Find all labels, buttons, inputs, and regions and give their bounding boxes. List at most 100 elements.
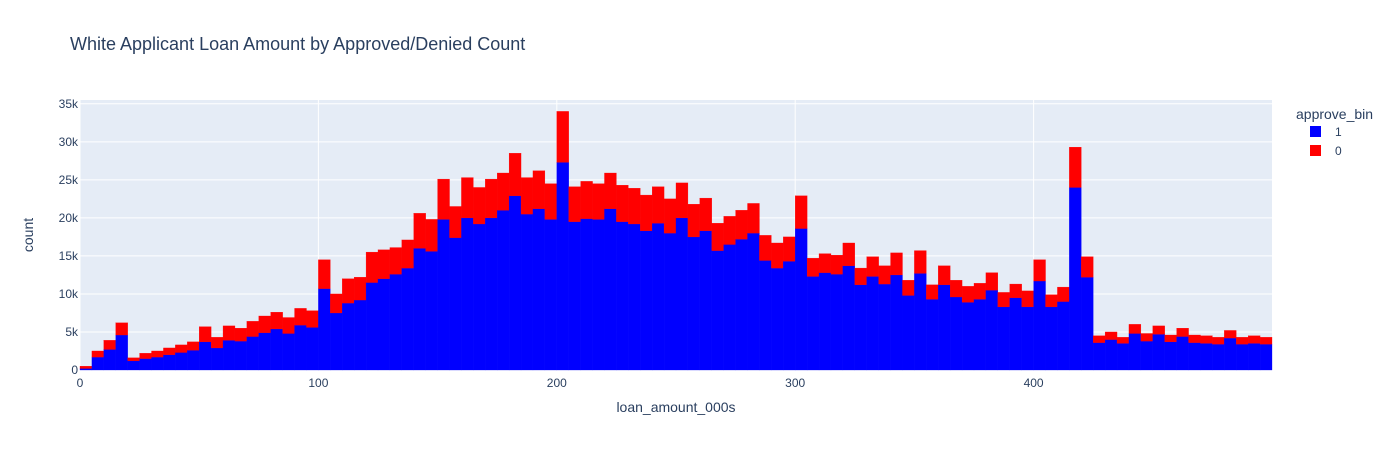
bar-approve-0 [1248,335,1261,344]
bar-approve-0 [1140,333,1153,342]
bar-approve-1 [795,228,808,371]
x-tick-label: 100 [308,376,328,390]
bar-approve-0 [294,308,307,326]
bar-approve-0 [485,178,498,219]
bar-approve-1 [866,276,879,371]
bar-approve-1 [628,223,641,371]
bar-approve-0 [532,170,546,209]
bar-approve-0 [270,312,283,330]
bar-approve-0 [127,357,140,362]
bar-approve-0 [234,328,248,342]
bar-approve-0 [1045,294,1058,308]
bar-approve-1 [151,356,164,371]
bar-approve-0 [783,236,796,262]
bar-approve-0 [950,280,963,298]
bar-approve-1 [1212,343,1225,371]
bar-approve-1 [818,272,832,371]
bar-approve-0 [258,315,271,333]
bar-approve-1 [508,195,522,371]
bar-approve-1 [938,284,951,371]
bar-approve-1 [914,273,927,371]
bar-approve-1 [568,221,581,371]
y-tick-label: 35k [59,97,79,111]
bar-approve-0 [723,216,736,245]
bar-approve-0 [568,186,581,222]
bar-approve-0 [1116,337,1130,344]
y-axis-ticks: 0 5k 10k 15k 20k 25k 30k 35k [59,97,79,377]
bar-approve-0 [1033,259,1046,282]
bar-approve-0 [759,235,772,261]
y-tick-label: 25k [59,173,79,187]
bar-approve-1 [306,327,319,371]
bar-approve-0 [79,366,93,369]
bar-approve-1 [532,208,546,371]
bar-approve-1 [830,274,844,371]
legend: approve_bin 1 0 [1296,106,1373,158]
x-tick-label: 400 [1024,376,1044,390]
bar-approve-0 [342,278,355,304]
bar-approve-0 [902,280,915,296]
bar-approve-1 [723,244,736,371]
bar-approve-0 [687,204,700,238]
bar-approve-0 [306,310,319,328]
bar-approve-1 [1093,342,1106,371]
bar-approve-0 [354,277,367,301]
bar-approve-0 [818,253,832,273]
bar-approve-1 [997,306,1010,371]
bar-approve-1 [437,219,450,371]
legend-title: approve_bin [1296,106,1373,122]
bar-approve-1 [1081,277,1094,371]
bar-approve-0 [1259,337,1273,345]
bar-approve-1 [902,295,915,371]
bar-approve-1 [187,350,200,371]
bar-approve-1 [961,302,975,371]
bar-approve-1 [973,299,987,371]
bar-approve-0 [675,182,689,219]
bar-approve-1 [389,274,402,371]
bar-approve-0 [878,265,891,285]
bar-approve-0 [1128,324,1142,334]
bar-approve-0 [556,111,569,163]
bar-approve-1 [1069,187,1082,371]
bar-approve-1 [711,250,724,371]
bar-approve-0 [330,293,343,314]
bar-approve-0 [1057,286,1070,302]
bar-approve-1 [1188,342,1201,371]
bar-approve-0 [592,183,605,220]
bar-approve-0 [973,283,987,300]
bar-approve-1 [1164,341,1177,371]
bar-approve-0 [187,341,200,351]
bar-approve-1 [771,267,784,371]
x-tick-label: 300 [785,376,805,390]
bar-approve-1 [163,354,176,371]
bar-approve-0 [461,177,474,219]
bar-approve-1 [592,219,605,371]
bar-approve-1 [699,230,712,371]
bar-approve-1 [580,218,593,371]
bar-approve-0 [663,198,677,234]
bar-approve-1 [520,213,534,371]
bar-approve-1 [139,358,152,371]
bar-approve-1 [663,232,677,371]
bar-approve-0 [1021,290,1034,308]
bar-approve-0 [1212,337,1225,345]
bar-approve-1 [377,278,391,371]
legend-label: 1 [1335,125,1342,139]
y-tick-label: 5k [65,325,79,339]
bar-approve-0 [222,325,236,341]
bar-approve-1 [1116,343,1130,371]
bar-approve-0 [1069,147,1082,188]
bar-approve-0 [806,258,820,277]
bar-approve-1 [175,352,188,371]
bar-approve-1 [1128,333,1142,371]
bar-approve-0 [1164,334,1177,343]
bar-approve-0 [115,322,128,336]
bar-approve-0 [961,286,975,303]
y-tick-label: 30k [59,135,79,149]
bar-approve-0 [926,284,939,300]
bar-approve-0 [997,292,1010,308]
x-axis-ticks: 0 100 200 300 400 [77,376,1044,390]
bar-approve-1 [1057,301,1070,371]
x-tick-label: 0 [77,376,84,390]
bar-approve-1 [735,239,748,371]
